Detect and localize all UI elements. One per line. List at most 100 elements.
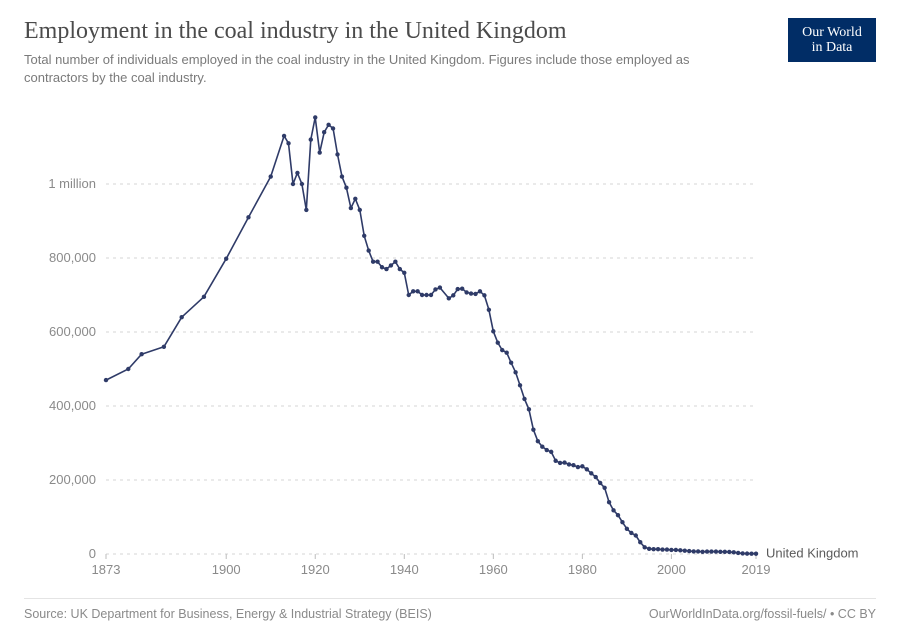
data-point: [545, 448, 549, 452]
data-point: [558, 461, 562, 465]
data-point: [531, 428, 535, 432]
x-tick-label: 2019: [742, 562, 771, 577]
data-point: [616, 513, 620, 517]
data-point: [745, 552, 749, 556]
data-point: [727, 550, 731, 554]
data-point: [460, 287, 464, 291]
series-line: [106, 117, 756, 553]
data-point: [286, 141, 290, 145]
data-point: [740, 551, 744, 555]
data-point: [246, 215, 250, 219]
data-point: [322, 130, 326, 134]
data-point: [126, 367, 130, 371]
data-point: [473, 292, 477, 296]
data-point: [553, 459, 557, 463]
data-point: [611, 508, 615, 512]
data-point: [366, 248, 370, 252]
data-point: [353, 197, 357, 201]
data-point: [585, 467, 589, 471]
data-point: [389, 263, 393, 267]
data-point: [736, 551, 740, 555]
data-point: [304, 208, 308, 212]
chart-area: 0200,000400,000600,000800,0001 million18…: [24, 94, 876, 594]
chart-title: Employment in the coal industry in the U…: [24, 18, 876, 45]
data-point: [647, 547, 651, 551]
data-point: [549, 450, 553, 454]
data-point: [464, 290, 468, 294]
data-point: [496, 341, 500, 345]
data-point: [313, 115, 317, 119]
data-point: [513, 370, 517, 374]
source-label: Source: UK Department for Business, Ener…: [24, 607, 432, 621]
data-point: [309, 137, 313, 141]
x-tick-label: 2000: [657, 562, 686, 577]
data-point: [104, 378, 108, 382]
data-point: [375, 260, 379, 264]
data-point: [371, 260, 375, 264]
data-point: [656, 547, 660, 551]
data-point: [714, 549, 718, 553]
data-point: [317, 150, 321, 154]
data-point: [402, 271, 406, 275]
data-point: [687, 549, 691, 553]
data-point: [504, 351, 508, 355]
data-point: [224, 257, 228, 261]
data-point: [571, 463, 575, 467]
data-point: [491, 329, 495, 333]
chart-svg: 0200,000400,000600,000800,0001 million18…: [24, 94, 876, 594]
data-point: [478, 289, 482, 293]
y-tick-label: 800,000: [49, 250, 96, 265]
x-tick-label: 1873: [92, 562, 121, 577]
data-point: [349, 206, 353, 210]
data-point: [362, 234, 366, 238]
data-point: [456, 287, 460, 291]
data-point: [139, 352, 143, 356]
data-point: [674, 548, 678, 552]
data-point: [295, 171, 299, 175]
data-point: [340, 174, 344, 178]
data-point: [625, 527, 629, 531]
data-point: [380, 265, 384, 269]
logo-line2: in Data: [792, 40, 872, 55]
data-point: [433, 287, 437, 291]
data-point: [723, 550, 727, 554]
data-point: [589, 471, 593, 475]
data-point: [202, 295, 206, 299]
x-tick-label: 1960: [479, 562, 508, 577]
data-point: [300, 182, 304, 186]
data-point: [691, 549, 695, 553]
data-point: [651, 547, 655, 551]
data-point: [509, 361, 513, 365]
data-point: [282, 134, 286, 138]
data-point: [567, 462, 571, 466]
data-point: [718, 550, 722, 554]
y-tick-label: 600,000: [49, 324, 96, 339]
data-point: [629, 531, 633, 535]
data-point: [540, 445, 544, 449]
data-point: [179, 315, 183, 319]
data-point: [705, 549, 709, 553]
data-point: [700, 550, 704, 554]
data-point: [482, 293, 486, 297]
data-point: [709, 549, 713, 553]
data-point: [602, 486, 606, 490]
data-point: [683, 549, 687, 553]
x-tick-label: 1920: [301, 562, 330, 577]
data-point: [393, 260, 397, 264]
data-point: [358, 208, 362, 212]
data-point: [469, 291, 473, 295]
data-point: [411, 289, 415, 293]
data-point: [669, 548, 673, 552]
x-tick-label: 1980: [568, 562, 597, 577]
data-point: [415, 289, 419, 293]
data-point: [487, 308, 491, 312]
y-tick-label: 400,000: [49, 398, 96, 413]
data-point: [269, 174, 273, 178]
data-point: [665, 547, 669, 551]
chart-subtitle: Total number of individuals employed in …: [24, 51, 744, 86]
chart-footer: Source: UK Department for Business, Ener…: [24, 598, 876, 621]
data-point: [398, 267, 402, 271]
y-tick-label: 1 million: [48, 176, 96, 191]
data-point: [429, 293, 433, 297]
data-point: [335, 152, 339, 156]
